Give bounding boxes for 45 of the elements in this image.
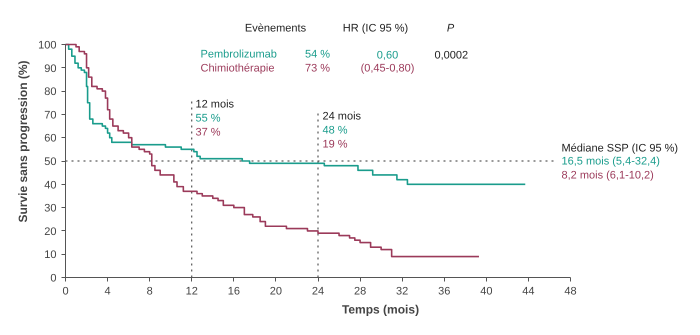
y-tick-label: 50 (44, 156, 57, 168)
y-tick-label: 30 (44, 202, 57, 215)
text: Pembrolizumab (200, 48, 277, 60)
y-tick-label: 100 (38, 40, 57, 52)
x-tick-label: 4 (104, 286, 111, 298)
y-axis-title: Survie sans progression (%) (16, 60, 30, 223)
annotation: 0,0002 (434, 50, 468, 62)
x-axis-title: Temps (mois) (342, 302, 420, 316)
text: Evènements (244, 22, 307, 34)
x-tick-label: 28 (354, 286, 366, 298)
annotation: (0,45-0,80) (360, 62, 414, 74)
annotation: 73 % (304, 62, 330, 74)
ref-line-label: Médiane SSP (IC 95 %) (562, 142, 678, 154)
ref-line-label: 12 mois (196, 98, 235, 110)
y-tick-label: 40 (44, 179, 57, 192)
annotation: 8,2 mois (6,1-10,2) (562, 170, 654, 182)
y-tick-label: 20 (44, 226, 57, 238)
annotation: 16,5 mois (5,4-32,4) (562, 156, 660, 168)
y-tick-label: 0 (50, 272, 57, 284)
x-tick-label: 48 (564, 286, 577, 298)
x-tick-label: 24 (312, 286, 324, 298)
text: Chimiothérapie (200, 62, 274, 74)
x-tick-label: 36 (438, 286, 450, 298)
x-tick-label: 44 (522, 286, 535, 298)
y-tick-label: 90 (44, 62, 57, 75)
annotation: 55 % (196, 112, 221, 124)
text: HR (IC 95 %) (342, 22, 408, 34)
x-tick-label: 0 (62, 286, 69, 298)
annotation: 54 % (304, 48, 330, 60)
y-tick-label: 10 (44, 249, 57, 262)
ref-line-label: 24 mois (322, 110, 362, 122)
annotation: 37 % (196, 126, 221, 138)
text: P (446, 22, 455, 34)
y-tick-label: 60 (44, 132, 57, 145)
x-tick-label: 16 (228, 286, 240, 298)
annotation: 48 % (322, 124, 348, 136)
x-tick-label: 8 (146, 286, 153, 298)
x-tick-label: 12 (186, 286, 198, 298)
y-tick-label: 70 (44, 109, 57, 122)
x-tick-label: 40 (480, 286, 492, 298)
annotation: 0,60 (376, 50, 398, 62)
annotation: 19 % (322, 138, 348, 150)
x-tick-label: 32 (396, 286, 408, 298)
y-tick-label: 80 (44, 86, 57, 98)
x-tick-label: 20 (270, 286, 282, 298)
